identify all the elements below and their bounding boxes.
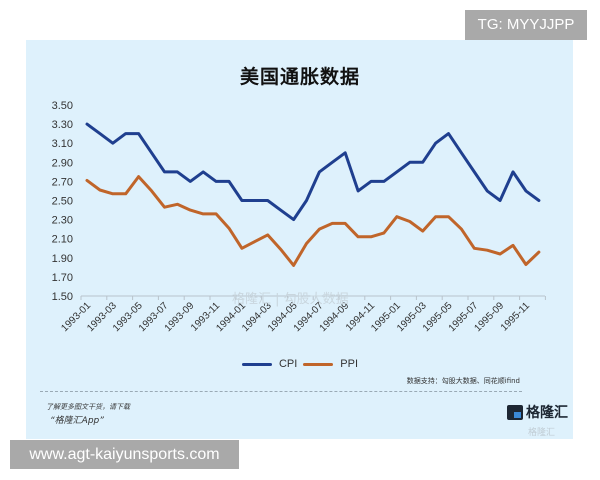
logo-watermark: 格隆汇 xyxy=(528,428,556,438)
y-tick-label: 1.50 xyxy=(52,291,73,303)
y-axis: 1.50 1.70 1.90 2.10 2.30 2.50 2.70 2.90 3.10 3.30… xyxy=(52,100,73,303)
promo-app-name: “格隆汇App” xyxy=(50,416,104,426)
y-tick-label: 3.30 xyxy=(52,119,73,131)
chart-panel xyxy=(26,40,573,439)
y-tick-label: 2.70 xyxy=(52,176,73,188)
x-tick-label: 1995-11 xyxy=(499,300,533,334)
logo-mark-icon xyxy=(507,404,523,420)
plot-lines xyxy=(85,122,541,267)
chart-legend: CPI PPI xyxy=(0,358,600,370)
chart-title: 美国通胀数据 xyxy=(239,66,360,88)
y-tick-label: 2.10 xyxy=(52,234,73,246)
y-tick-label: 1.90 xyxy=(52,253,73,265)
legend-swatch-ppi xyxy=(303,362,334,366)
brand-logo: 格隆汇 xyxy=(507,402,568,422)
promo-text: 了解更多图文干货，请下载 xyxy=(46,403,130,411)
series-line-cpi xyxy=(85,122,541,222)
url-badge: www.agt-kaiyunsports.com xyxy=(10,440,239,469)
series-line-ppi xyxy=(85,175,541,267)
logo-text: 格隆汇 xyxy=(526,405,568,421)
legend-label-cpi: CPI xyxy=(278,358,298,370)
y-tick-label: 3.50 xyxy=(52,100,73,112)
y-tick-label: 2.30 xyxy=(52,215,73,227)
y-tick-label: 3.10 xyxy=(52,138,73,150)
y-tick-label: 1.70 xyxy=(52,272,73,284)
watermark: 格隆汇 | 勾股大数据 xyxy=(232,292,349,307)
y-tick-label: 2.90 xyxy=(52,157,73,169)
legend-label-ppi: PPI xyxy=(340,358,359,370)
data-source: 数据支持：勾股大数据、同花顺ifind xyxy=(406,377,520,385)
legend-swatch-cpi xyxy=(241,362,272,366)
y-tick-label: 2.50 xyxy=(52,196,73,208)
tg-badge: TG: MYYJJPP xyxy=(465,10,587,40)
divider xyxy=(40,391,522,392)
